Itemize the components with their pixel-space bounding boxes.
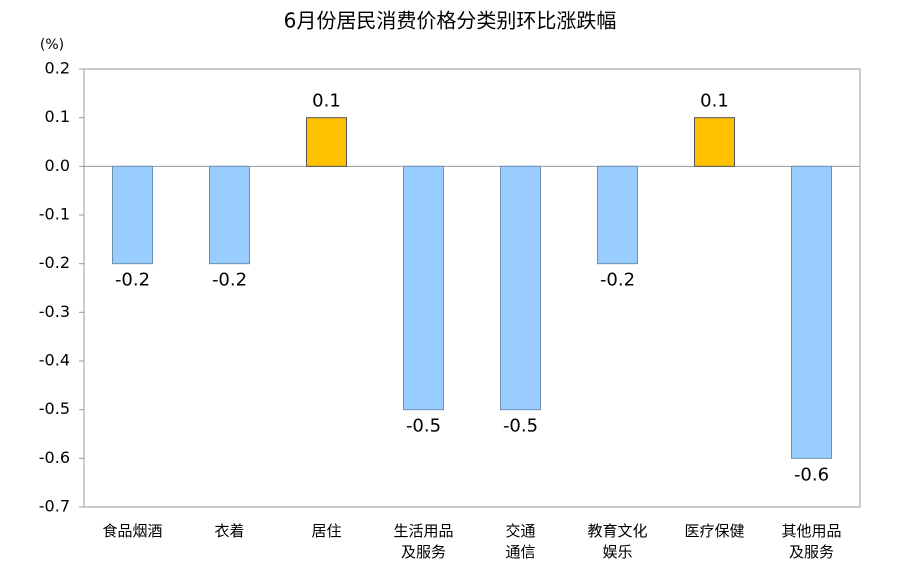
value-label: -0.2 [600, 270, 635, 291]
value-label: -0.5 [406, 416, 441, 437]
x-tick-label: 生活用品 及服务 [393, 522, 454, 561]
bar [694, 117, 735, 167]
bar [306, 117, 347, 167]
bar [500, 165, 541, 411]
y-tick-label: 0.0 [45, 156, 70, 175]
y-tick-label: -0.6 [39, 448, 70, 467]
y-tick-label: -0.4 [39, 351, 70, 370]
value-label: -0.6 [794, 464, 829, 485]
y-tick-label: -0.5 [39, 399, 70, 418]
x-tick-label: 居住 [311, 522, 342, 540]
value-label: 0.1 [312, 91, 341, 112]
value-label: 0.1 [700, 91, 729, 112]
y-tick-label: 0.2 [45, 59, 70, 78]
x-tick-label: 其他用品 及服务 [781, 522, 842, 561]
y-tick-label: 0.1 [45, 107, 70, 126]
value-label: -0.5 [503, 416, 538, 437]
plot-frame [83, 68, 861, 508]
bar [112, 165, 153, 265]
y-tick-label: -0.7 [39, 497, 70, 516]
bar [597, 165, 638, 265]
bar [791, 165, 832, 459]
x-tick-label: 食品烟酒 [102, 522, 163, 540]
y-axis-label: (%) [40, 37, 64, 53]
y-tick-label: -0.1 [39, 205, 70, 224]
x-tick-label: 衣着 [214, 522, 245, 540]
chart-title: 6月份居民消费价格分类别环比涨跌幅 [284, 9, 617, 33]
x-tick-label: 医疗保健 [684, 522, 745, 540]
bar [209, 165, 250, 265]
value-label: -0.2 [115, 270, 150, 291]
x-tick-label: 交通 通信 [505, 522, 536, 561]
value-label: -0.2 [212, 270, 247, 291]
bar [403, 165, 444, 411]
y-tick-label: -0.3 [39, 302, 70, 321]
y-tick-label: -0.2 [39, 253, 70, 272]
x-tick-label: 教育文化 娱乐 [587, 522, 648, 561]
